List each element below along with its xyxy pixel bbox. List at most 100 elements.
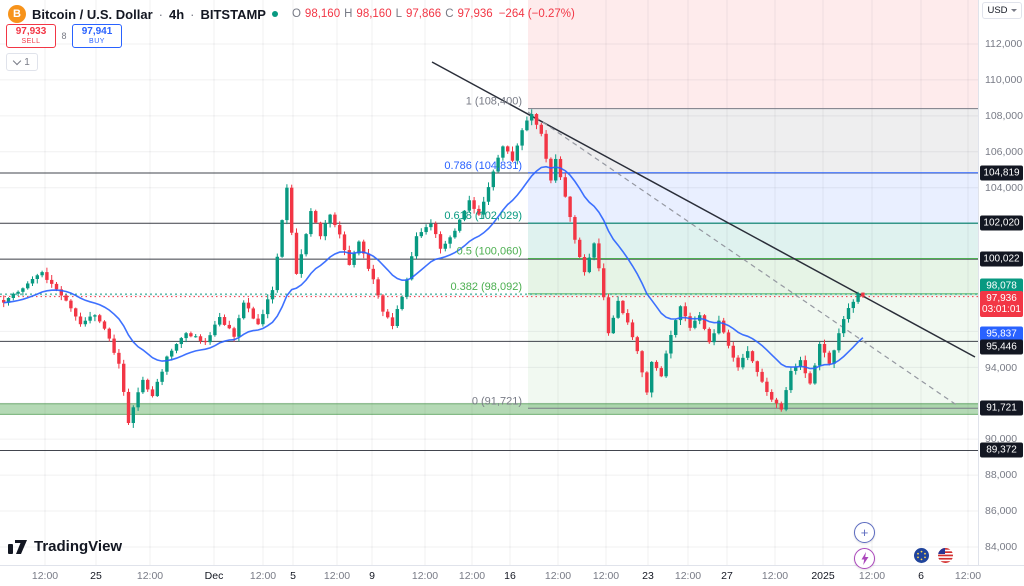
fib-labels: 1 (108,400) 0.786 (104,831) 0.618 (102,029… (444, 96, 522, 408)
svg-text:0.382 (98,092): 0.382 (98,092) (450, 281, 522, 293)
tradingview-attribution[interactable]: TradingView (8, 538, 122, 555)
time-axis-label: 12:00 (674, 570, 702, 582)
price-axis-label: 110,000 (985, 74, 1023, 86)
object-tree-toggle[interactable]: 1 (6, 53, 38, 71)
price-axis-badge: 91,721 (980, 400, 1023, 416)
buy-label: BUY (89, 38, 105, 45)
chart-grid (0, 0, 978, 565)
price-axis-label: 86,000 (985, 505, 1018, 517)
chevron-down-icon (12, 56, 22, 66)
price-axis-label: 84,000 (985, 541, 1018, 553)
time-axis-label: 12:00 (592, 570, 620, 582)
currency-label: USD (987, 5, 1008, 16)
buy-price: 97,941 (81, 26, 113, 37)
support-zone-band[interactable] (0, 403, 978, 415)
open-label: O (291, 8, 301, 20)
close-label: C (445, 8, 454, 20)
price-axis-badge: 100,022 (980, 251, 1023, 267)
time-axis-label: 12:00 (858, 570, 886, 582)
spread-value: 8 (61, 31, 67, 41)
time-axis-label: 25 (90, 570, 102, 582)
price-axis-label: 104,000 (985, 182, 1023, 194)
change-value: −264 (−0.27%) (498, 8, 575, 20)
low-label: L (395, 8, 403, 20)
fib-zones (528, 0, 978, 409)
quick-trade-plus-button[interactable]: + (854, 522, 875, 543)
time-axis-label: 12:00 (411, 570, 439, 582)
interval-label[interactable]: 4h (168, 6, 185, 22)
price-axis-label: 94,000 (985, 362, 1018, 374)
time-axis-label: 12:00 (954, 570, 982, 582)
object-count: 1 (24, 56, 30, 68)
symbol-header: B Bitcoin / U.S. Dollar · 4h · BITSTAMP … (8, 5, 575, 23)
sell-price: 97,933 (15, 26, 47, 37)
boost-lightning-button[interactable] (854, 548, 875, 569)
time-axis-label: 12:00 (323, 570, 351, 582)
economic-event-us-icon[interactable] (938, 548, 953, 563)
time-axis[interactable]: 12:00 25 12:00 Dec 12:00 5 12:00 9 12:00 12:00 16 1… (0, 565, 1024, 586)
moving-average-line (3, 165, 864, 370)
price-axis-badge: 95,446 (980, 339, 1023, 355)
price-axis-label: 90,000 (985, 433, 1018, 445)
time-axis-label: 12:00 (136, 570, 164, 582)
high-value: 98,160 (356, 8, 392, 20)
time-axis-label: 12:00 (544, 570, 572, 582)
time-axis-label: 9 (369, 570, 375, 582)
price-axis-label: 112,000 (985, 38, 1023, 50)
svg-text:0.618 (102,029): 0.618 (102,029) (444, 210, 522, 222)
time-axis-label: 12:00 (249, 570, 277, 582)
price-axis[interactable]: USD 112,000 110,000 108,000 106,000 104,000 9… (978, 0, 1024, 565)
svg-text:1 (108,400): 1 (108,400) (466, 96, 522, 108)
time-axis-label: 16 (504, 570, 516, 582)
price-axis-label: 108,000 (985, 110, 1023, 122)
time-axis-label: 5 (290, 570, 296, 582)
ohlc-values: O 98,160 H 98,160 L 97,866 C 97,936 −264… (292, 8, 575, 20)
chart-quick-actions: + (854, 522, 875, 569)
bitcoin-logo-icon: B (8, 5, 26, 23)
market-status-icon (271, 11, 278, 17)
bar-countdown: 03:01:01 (982, 304, 1021, 315)
open-value: 98,160 (304, 8, 341, 20)
price-axis-badge: 89,372 (980, 442, 1023, 458)
price-axis-badge: 104,819 (980, 165, 1023, 181)
time-axis-label: 12:00 (31, 570, 59, 582)
trendlines[interactable] (431, 61, 976, 407)
currency-dropdown[interactable]: USD (982, 2, 1022, 19)
economic-events (914, 548, 953, 563)
low-value: 97,866 (406, 8, 442, 20)
close-value: 97,936 (457, 8, 493, 20)
high-label: H (344, 8, 353, 20)
lightning-icon (861, 552, 869, 565)
price-chart-canvas[interactable]: 1 (108,400) 0.786 (104,831) 0.618 (102,029… (0, 0, 978, 565)
price-axis-label: 106,000 (985, 146, 1023, 158)
price-axis-badge: 102,020 (980, 215, 1023, 231)
svg-text:0.5 (100,060): 0.5 (100,060) (457, 245, 522, 257)
symbol-title[interactable]: Bitcoin / U.S. Dollar (32, 6, 153, 22)
svg-text:0.786 (104,831): 0.786 (104,831) (444, 160, 522, 172)
exchange-label[interactable]: BITSTAMP (200, 6, 266, 22)
sell-button[interactable]: 97,933 SELL (6, 24, 56, 48)
price-axis-badge: 95,837 (980, 326, 1023, 342)
economic-event-eu-icon[interactable] (914, 548, 929, 563)
candlestick-series (2, 109, 865, 428)
time-axis-label: 12:00 (761, 570, 789, 582)
price-axis-badge: 97,936 03:01:01 (980, 291, 1023, 317)
svg-text:0 (91,721): 0 (91,721) (472, 395, 522, 407)
time-axis-label: 6 (918, 570, 924, 582)
time-axis-label: 23 (642, 570, 654, 582)
time-axis-label: 27 (721, 570, 733, 582)
separator-dot: · (158, 6, 163, 22)
separator-dot: · (190, 6, 195, 22)
tradingview-logo-text: TradingView (34, 538, 123, 555)
price-axis-label: 88,000 (985, 469, 1018, 481)
tradingview-logo-icon (8, 539, 27, 554)
time-axis-label: 2025 (811, 570, 835, 582)
time-axis-label: Dec (204, 570, 224, 582)
price-axis-badge: 98,078 (980, 278, 1023, 294)
time-axis-label: 12:00 (458, 570, 486, 582)
sell-label: SELL (21, 38, 41, 45)
caret-down-icon (1010, 9, 1017, 12)
buy-sell-widget: 97,933 SELL 8 97,941 BUY (6, 24, 122, 48)
buy-button[interactable]: 97,941 BUY (72, 24, 122, 48)
